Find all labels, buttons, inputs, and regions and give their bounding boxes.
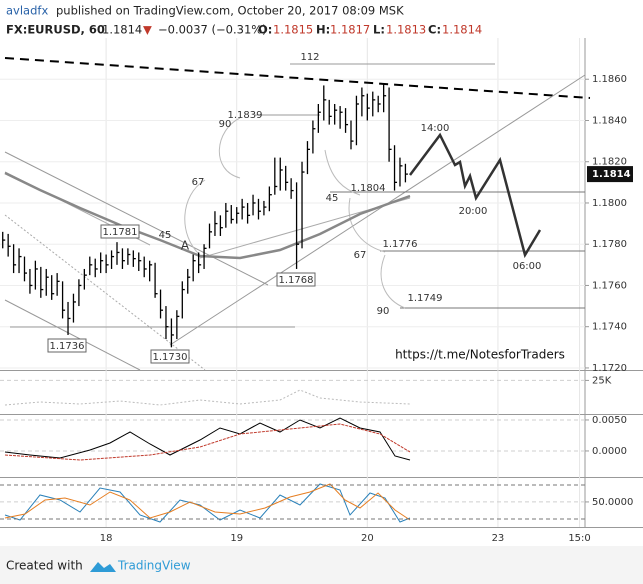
- drawings: [4, 57, 591, 371]
- x-tick-label: 18: [100, 533, 113, 544]
- footer-brand[interactable]: TradingView: [117, 559, 191, 573]
- x-tick-label: 15:0: [568, 533, 590, 544]
- footer-bg: [0, 546, 643, 584]
- annotation: 90: [377, 306, 390, 317]
- annotation: 67: [354, 250, 367, 261]
- indicator-traces: [0, 389, 585, 523]
- price-label-box: [100, 224, 140, 239]
- annotation: 1.1730: [153, 352, 188, 363]
- y-tick-label: 1.1720: [592, 363, 627, 374]
- published: published on TradingView.com, October 20…: [56, 4, 404, 18]
- annotation: 1.1781: [103, 227, 138, 238]
- price-label-box: [47, 338, 87, 353]
- y-tick-label: 1.1760: [592, 280, 627, 291]
- y-tick-label: 1.1820: [592, 157, 627, 168]
- y-tick-label: 0.0050: [592, 415, 627, 426]
- y-tick-label: 1.1780: [592, 239, 627, 250]
- open: 1.1815: [273, 23, 313, 37]
- annotation: 45: [159, 230, 172, 241]
- last: 1.1814: [102, 23, 142, 37]
- logo: [90, 562, 116, 572]
- y-tick-label: 1.1800: [592, 198, 627, 209]
- annotation: 1.1736: [50, 341, 85, 352]
- x-tick-label: 19: [230, 533, 243, 544]
- annotation: 112: [300, 52, 319, 63]
- y-tick-label: 25K: [592, 375, 612, 386]
- annotation: 1.1804: [351, 183, 386, 194]
- frames: [0, 38, 643, 528]
- y-tick-label: 1.1840: [592, 115, 627, 126]
- c-label: C:: [428, 23, 441, 37]
- price-label-box: [276, 272, 316, 287]
- annotation: 90: [219, 119, 232, 130]
- close: 1.1814: [442, 23, 482, 37]
- y-tick-label: 1.1860: [592, 74, 627, 85]
- price-label-box: [150, 349, 190, 364]
- change: −0.0037 (−0.31%): [158, 23, 267, 37]
- annotation: 1.1749: [408, 293, 443, 304]
- annotation: 14:00: [421, 123, 450, 134]
- annotations: 112901.18396745A1.17811.17361.17301.1768…: [47, 52, 565, 364]
- annotation: 06:00: [513, 261, 542, 272]
- annotation: 1.1768: [279, 275, 314, 286]
- arrow: ▼: [143, 23, 152, 37]
- symbol: FX:EURUSD, 60: [6, 23, 105, 37]
- annotation: 67: [192, 177, 205, 188]
- low: 1.1813: [386, 23, 426, 37]
- x-tick-label: 23: [492, 533, 505, 544]
- y-tick-label: 50.0000: [592, 497, 633, 508]
- annotation: 1.1776: [383, 239, 418, 250]
- annotation: 1.1839: [228, 110, 263, 121]
- o-label: O:: [258, 23, 272, 37]
- y-tick-label: 0.0000: [592, 446, 627, 457]
- last-price-label: 1.1814: [592, 169, 631, 180]
- price-bars: [2, 83, 408, 348]
- h-label: H:: [316, 23, 330, 37]
- high: 1.1817: [330, 23, 370, 37]
- y-tick-label: 1.1740: [592, 322, 627, 333]
- annotation: A: [181, 239, 190, 253]
- publisher[interactable]: avladfx: [6, 4, 48, 18]
- x-tick-label: 20: [361, 533, 374, 544]
- watermark-link: https://t.me/NotesforTraders: [395, 348, 565, 362]
- footer-created: Created with: [6, 559, 83, 573]
- annotation: 20:00: [459, 206, 488, 217]
- annotation: 45: [326, 193, 339, 204]
- last-price-box: [587, 166, 633, 183]
- l-label: L:: [373, 23, 385, 37]
